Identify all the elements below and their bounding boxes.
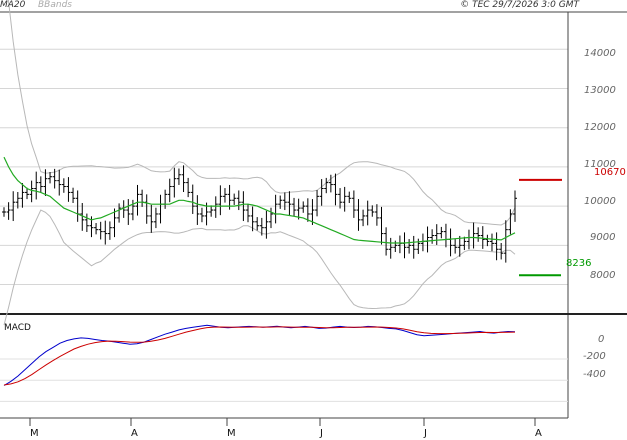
- legend-bbands: BBands: [38, 0, 72, 10]
- macd-panel-label: MACD: [4, 323, 31, 333]
- legend-ma20: MA20: [0, 0, 26, 10]
- macd-line: [3, 324, 516, 386]
- y-tick-13000: 13000: [584, 85, 616, 96]
- y-tick-8000: 8000: [590, 270, 616, 281]
- y-tick-9000: 9000: [590, 232, 616, 243]
- x-month-label: M: [30, 428, 39, 439]
- y-tick-11000: 11000: [584, 159, 616, 170]
- y-tick-10000: 10000: [584, 196, 616, 207]
- x-month-label: J: [424, 428, 427, 439]
- bbands-upper-line: [7, 0, 516, 226]
- y-tick-14000: 14000: [584, 48, 616, 59]
- copyright-text: © TEC 29/7/2026 3:0 GMT: [460, 0, 579, 10]
- bbands-lower-line: [3, 209, 516, 326]
- y-tick-12000: 12000: [584, 122, 616, 133]
- macd-tick-0: 0: [598, 334, 605, 345]
- support-level-label: 8236: [566, 258, 592, 269]
- x-month-label: J: [320, 428, 323, 439]
- ma20-line: [3, 156, 516, 244]
- macd-tick-minus200: -200: [583, 351, 606, 362]
- macd-tick-minus400: -400: [583, 369, 606, 380]
- x-month-label: A: [535, 428, 542, 439]
- x-month-label: A: [131, 428, 138, 439]
- resistance-level-label: 10670: [594, 167, 626, 178]
- x-month-label: M: [227, 428, 236, 439]
- macd-signal-line: [3, 326, 516, 386]
